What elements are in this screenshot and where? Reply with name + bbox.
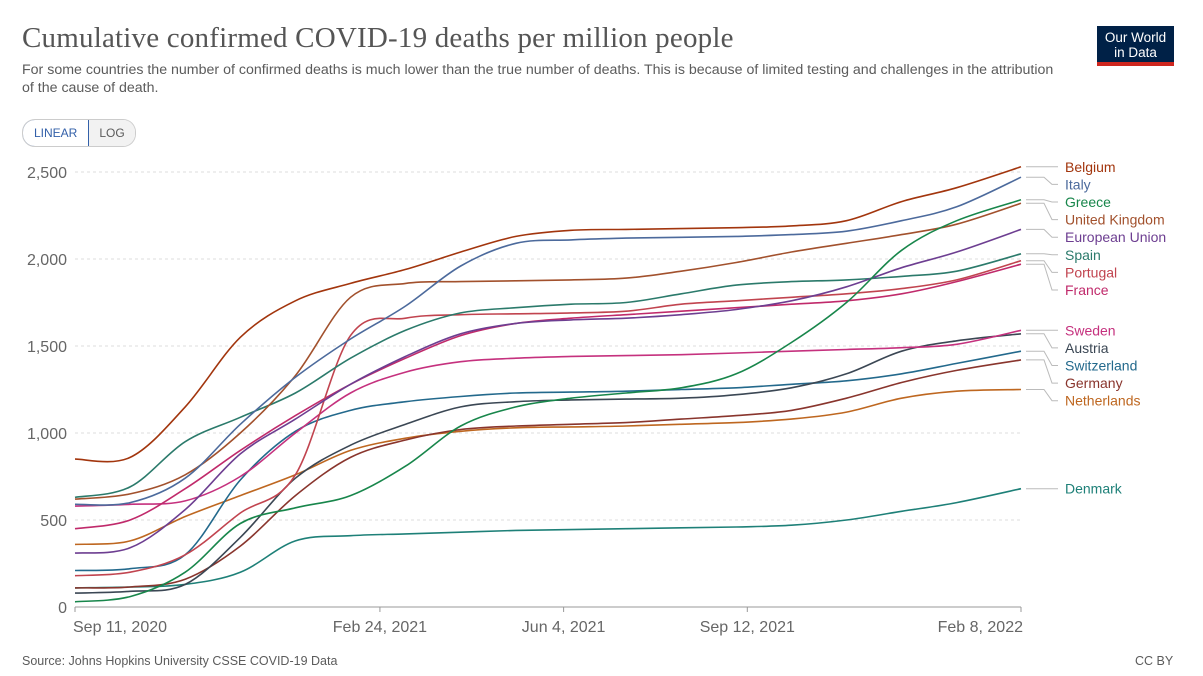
x-tick-label: Jun 4, 2021 [522, 619, 606, 636]
legend-label: France [1065, 282, 1109, 298]
series-line-germany[interactable] [74, 359, 1022, 589]
source-note[interactable]: Source: Johns Hopkins University CSSE CO… [22, 654, 338, 668]
legend-item-netherlands[interactable]: Netherlands [1026, 389, 1141, 409]
legend-connector [1026, 263, 1058, 291]
x-axis: Sep 11, 2020 Feb 24, 2021 Jun 4, 2021 Sep 1… [73, 606, 1024, 636]
y-tick-label: 2,000 [27, 252, 67, 269]
legend-connector [1026, 333, 1058, 349]
legend-item-portugal[interactable]: Portugal [1026, 260, 1117, 281]
logo-line-2: in Data [1114, 45, 1157, 60]
legend-label: Greece [1065, 194, 1111, 210]
legend-label: Austria [1065, 340, 1109, 356]
series-lines [74, 166, 1022, 603]
legend-label: Portugal [1065, 264, 1117, 280]
legend-connector [1026, 253, 1058, 256]
x-tick-label: Sep 12, 2021 [700, 619, 795, 636]
legend-connector [1026, 199, 1058, 203]
legend-label: Germany [1065, 375, 1123, 391]
legend-item-denmark[interactable]: Denmark [1026, 481, 1123, 497]
legend-item-italy[interactable]: Italy [1026, 176, 1091, 192]
y-tick-label: 500 [40, 513, 67, 530]
legend-item-germany[interactable]: Germany [1026, 359, 1123, 391]
series-line-portugal[interactable] [74, 259, 1022, 577]
legend-connector [1026, 350, 1058, 366]
legend-item-france[interactable]: France [1026, 263, 1109, 298]
legend-item-austria[interactable]: Austria [1026, 333, 1109, 356]
legend-label: Sweden [1065, 322, 1116, 338]
legend-label: Denmark [1065, 481, 1123, 497]
logo-line-1: Our World [1104, 30, 1167, 45]
legend-item-united-kingdom[interactable]: United Kingdom [1026, 202, 1165, 228]
legend-label: Italy [1065, 176, 1091, 192]
series-line-denmark[interactable] [74, 487, 1022, 589]
series-line-netherlands[interactable] [74, 388, 1022, 546]
legend-item-belgium[interactable]: Belgium [1026, 159, 1116, 175]
series-line-united-kingdom[interactable] [74, 202, 1022, 500]
series-line-belgium[interactable] [74, 166, 1022, 463]
x-tick-label: Feb 24, 2021 [333, 619, 427, 636]
legend-label: Spain [1065, 247, 1101, 263]
legend-label: Netherlands [1065, 393, 1141, 409]
legend-connector [1026, 260, 1058, 273]
series-line-france[interactable] [74, 263, 1022, 530]
legend-connector [1026, 176, 1058, 185]
log-scale-button[interactable]: LOG [89, 120, 135, 146]
series-line-italy[interactable] [74, 176, 1022, 506]
series-line-sweden[interactable] [74, 329, 1022, 507]
legend-connector [1026, 359, 1058, 384]
y-tick-label: 0 [58, 600, 67, 617]
legend-label: Belgium [1065, 159, 1116, 175]
legend-connector [1026, 228, 1058, 238]
series-line-austria[interactable] [74, 333, 1022, 594]
legend-item-spain[interactable]: Spain [1026, 247, 1101, 263]
series-line-european-union[interactable] [74, 228, 1022, 554]
license-link[interactable]: CC BY [1135, 654, 1174, 668]
series-line-switzerland[interactable] [74, 350, 1022, 572]
legend-label: United Kingdom [1065, 212, 1165, 228]
legend-label: Switzerland [1065, 358, 1137, 374]
scale-toggle: LINEAR LOG [22, 119, 136, 147]
chart-subtitle: For some countries the number of confirm… [22, 62, 1054, 96]
x-tick-label: Feb 8, 2022 [938, 619, 1024, 636]
y-tick-label: 2,500 [27, 165, 67, 182]
y-tick-label: 1,000 [27, 426, 67, 443]
legend-item-switzerland[interactable]: Switzerland [1026, 350, 1137, 374]
owid-logo[interactable]: Our World in Data [1097, 26, 1174, 66]
legend-label: European Union [1065, 229, 1166, 245]
legend-connector [1026, 202, 1058, 221]
y-axis: 0 500 1,000 1,500 2,000 2,500 [27, 165, 67, 617]
linear-scale-button[interactable]: LINEAR [22, 120, 90, 146]
legend-connector [1026, 389, 1058, 402]
legend-item-sweden[interactable]: Sweden [1026, 322, 1116, 338]
series-line-greece[interactable] [74, 199, 1022, 603]
logo-accent-bar [1097, 62, 1174, 66]
series-line-spain[interactable] [74, 253, 1022, 499]
legend-item-european-union[interactable]: European Union [1026, 228, 1166, 245]
y-tick-label: 1,500 [27, 339, 67, 356]
chart-title: Cumulative confirmed COVID-19 deaths per… [22, 22, 734, 54]
x-tick-label: Sep 11, 2020 [73, 619, 167, 636]
gridlines [75, 171, 1021, 521]
legend-item-greece[interactable]: Greece [1026, 194, 1111, 210]
